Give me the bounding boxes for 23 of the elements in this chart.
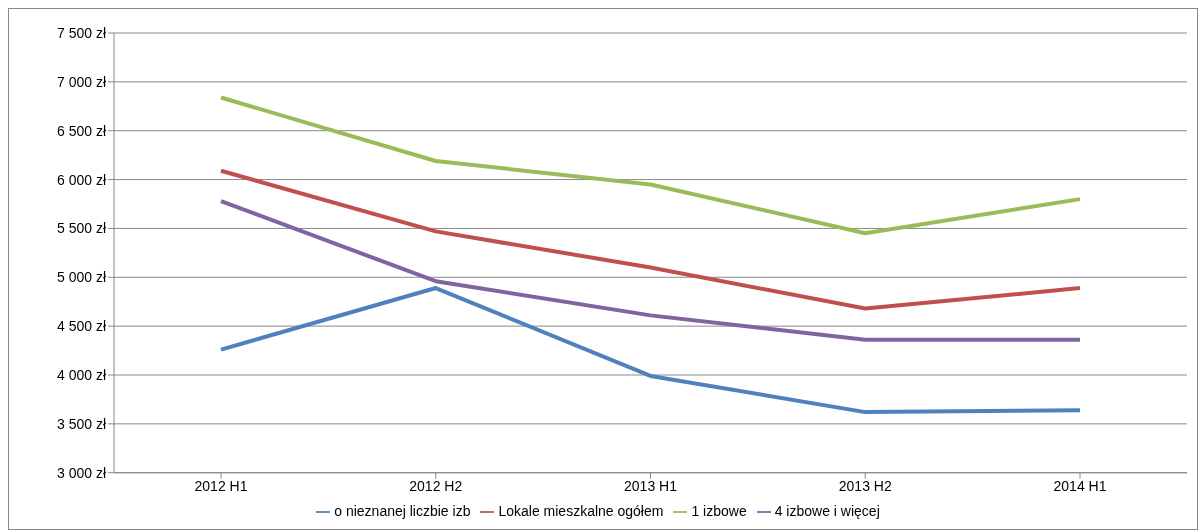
y-tick-label: 4 500 zł <box>56 318 107 335</box>
x-tick-label: 2013 H2 <box>838 477 892 494</box>
line-series <box>219 168 1082 311</box>
legend-label: 1 izbowe <box>691 502 747 519</box>
y-tick-label: 3 500 zł <box>56 415 107 432</box>
x-tick-label: 2014 H1 <box>1053 477 1107 494</box>
y-tick-label: 5 500 zł <box>56 220 107 237</box>
line-series <box>219 199 1082 342</box>
x-tick-label: 2012 H1 <box>194 477 248 494</box>
line-series <box>219 95 1082 236</box>
line-series <box>219 286 1082 415</box>
y-tick-label: 4 000 zł <box>56 366 107 383</box>
legend-label: Lokale mieszkalne ogółem <box>498 502 664 519</box>
legend-label: o nieznanej liczbie izb <box>334 502 471 519</box>
y-tick-label: 7 000 zł <box>56 73 107 90</box>
y-tick-label: 6 000 zł <box>56 171 107 188</box>
x-tick-label: 2013 H1 <box>624 477 678 494</box>
y-tick-label: 6 500 zł <box>56 122 107 139</box>
y-tick-label: 7 500 zł <box>56 24 107 41</box>
y-tick-label: 3 000 zł <box>56 464 107 481</box>
y-tick-label: 5 000 zł <box>56 269 107 286</box>
legend-label: 4 izbowe i więcej <box>774 502 880 519</box>
x-tick-label: 2012 H2 <box>409 477 463 494</box>
